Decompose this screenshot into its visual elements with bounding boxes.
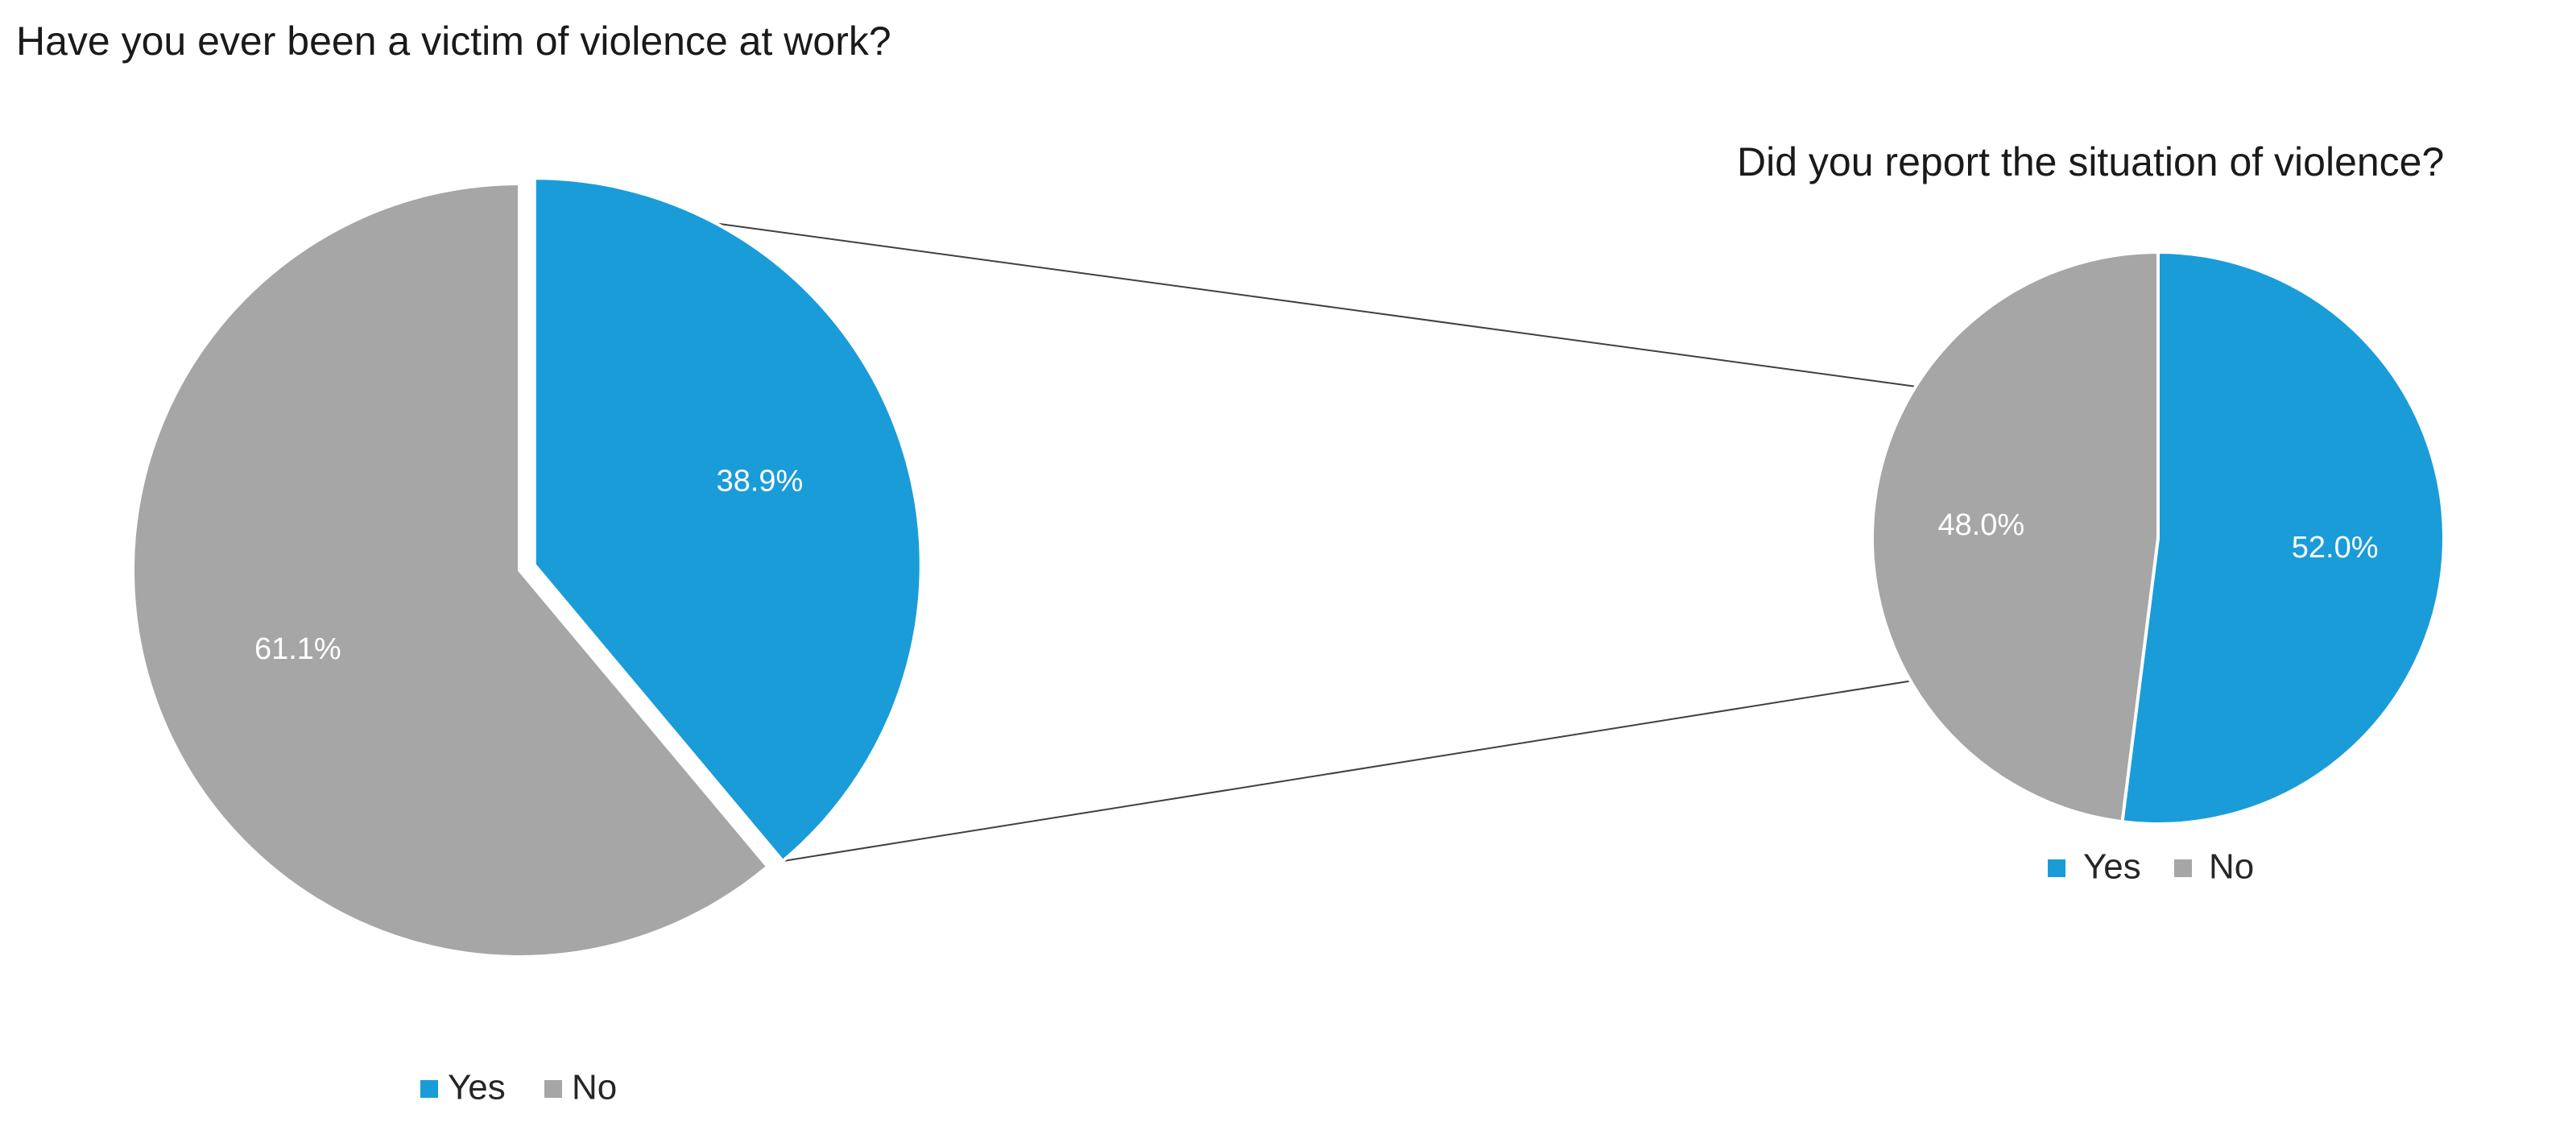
secondary-pie: 52.0% 48.0% (1871, 250, 2446, 826)
main-pie-slice-yes (532, 176, 923, 863)
main-pie-slice-no (131, 181, 771, 958)
main-legend: Yes No (420, 1068, 617, 1107)
secondary-legend-label-no: No (2209, 847, 2254, 887)
main-legend-swatch-no (544, 1080, 562, 1098)
main-legend-swatch-yes (420, 1080, 438, 1098)
secondary-pie-slice-yes (2120, 250, 2446, 826)
main-pie-label-yes: 38.9% (717, 465, 804, 499)
secondary-pie-slice-no (1871, 250, 2160, 824)
secondary-pie-label-no: 48.0% (1937, 508, 2024, 542)
main-chart-title: Have you ever been a victim of violence … (16, 19, 891, 64)
connector-line-top (716, 222, 1916, 387)
secondary-pie-label-yes: 52.0% (2292, 531, 2379, 565)
main-legend-label-yes: Yes (448, 1068, 506, 1107)
secondary-chart-title: Did you report the situation of violence… (1737, 139, 2444, 184)
main-pie-label-no: 61.1% (254, 632, 341, 666)
secondary-legend-swatch-no (2174, 859, 2192, 877)
main-legend-label-no: No (572, 1068, 617, 1107)
connector-line-bottom (782, 680, 1911, 863)
secondary-legend-label-yes: Yes (2083, 847, 2141, 887)
secondary-legend: Yes No (2048, 847, 2254, 887)
main-pie: 38.9% 61.1% (131, 176, 923, 958)
secondary-legend-swatch-yes (2048, 859, 2065, 877)
